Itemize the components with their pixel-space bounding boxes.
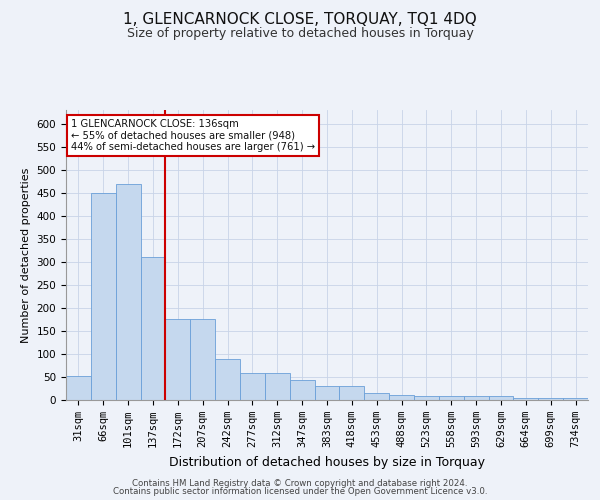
Bar [439, 396, 464, 400]
Bar [265, 374, 290, 400]
X-axis label: Distribution of detached houses by size in Torquay: Distribution of detached houses by size … [169, 456, 485, 468]
Bar [314, 386, 340, 400]
Bar [364, 393, 389, 400]
Bar [488, 396, 514, 400]
Bar [240, 374, 265, 400]
Bar [340, 386, 364, 400]
Bar [91, 193, 116, 400]
Text: Size of property relative to detached houses in Torquay: Size of property relative to detached ho… [127, 28, 473, 40]
Bar [464, 396, 488, 400]
Bar [66, 376, 91, 400]
Bar [563, 398, 588, 400]
Text: 1 GLENCARNOCK CLOSE: 136sqm
← 55% of detached houses are smaller (948)
44% of se: 1 GLENCARNOCK CLOSE: 136sqm ← 55% of det… [71, 118, 316, 152]
Text: Contains HM Land Registry data © Crown copyright and database right 2024.: Contains HM Land Registry data © Crown c… [132, 478, 468, 488]
Bar [215, 360, 240, 400]
Bar [140, 258, 166, 400]
Bar [190, 320, 215, 400]
Y-axis label: Number of detached properties: Number of detached properties [21, 168, 31, 342]
Text: Contains public sector information licensed under the Open Government Licence v3: Contains public sector information licen… [113, 487, 487, 496]
Bar [514, 398, 538, 400]
Bar [538, 398, 563, 400]
Bar [290, 380, 314, 400]
Bar [116, 184, 140, 400]
Bar [166, 320, 190, 400]
Bar [414, 396, 439, 400]
Text: 1, GLENCARNOCK CLOSE, TORQUAY, TQ1 4DQ: 1, GLENCARNOCK CLOSE, TORQUAY, TQ1 4DQ [123, 12, 477, 28]
Bar [389, 396, 414, 400]
